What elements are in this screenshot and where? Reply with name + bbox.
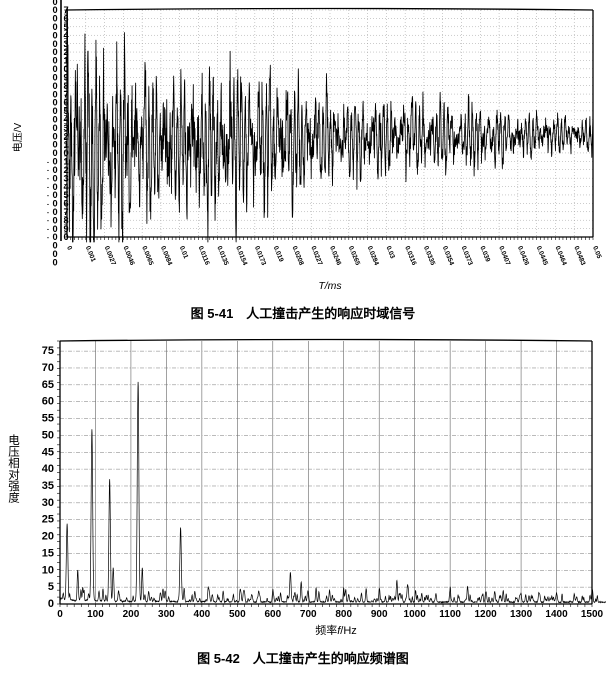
svg-text:300: 300: [158, 609, 175, 620]
svg-text:50: 50: [42, 429, 54, 441]
svg-text:1400: 1400: [545, 609, 568, 620]
svg-text:75: 75: [42, 345, 54, 357]
svg-text:40: 40: [42, 463, 54, 475]
svg-text:1100: 1100: [439, 609, 461, 620]
svg-text:0: 0: [57, 609, 63, 620]
svg-text:400: 400: [194, 609, 211, 620]
svg-text:30: 30: [42, 497, 54, 509]
svg-text:15: 15: [42, 547, 54, 559]
svg-text:45: 45: [42, 446, 54, 458]
svg-text:0: 0: [63, 232, 68, 242]
svg-text:500: 500: [229, 609, 246, 620]
svg-text:200: 200: [123, 609, 140, 620]
svg-text:600: 600: [264, 609, 281, 620]
svg-text:0: 0: [48, 598, 54, 610]
svg-text:1300: 1300: [510, 609, 533, 620]
svg-text:5: 5: [48, 581, 54, 593]
svg-text:900: 900: [371, 609, 388, 620]
svg-text:电: 电: [8, 434, 20, 447]
svg-text:1000: 1000: [404, 609, 427, 620]
svg-text:强: 强: [8, 481, 20, 493]
svg-text:度: 度: [8, 490, 20, 504]
svg-text:对: 对: [8, 467, 20, 481]
svg-text:电压/V: 电压/V: [11, 122, 24, 152]
svg-text:0: 0: [52, 257, 57, 267]
svg-text:1200: 1200: [474, 609, 497, 620]
svg-text:35: 35: [42, 480, 54, 492]
svg-text:压: 压: [8, 445, 20, 458]
svg-text:1500: 1500: [581, 609, 604, 620]
svg-text:100: 100: [87, 609, 104, 620]
svg-text:T/ms: T/ms: [318, 280, 342, 292]
svg-text:70: 70: [42, 362, 54, 374]
svg-text:频率f/Hz: 频率f/Hz: [315, 623, 357, 635]
svg-text:800: 800: [335, 609, 352, 620]
svg-text:65: 65: [42, 379, 54, 391]
svg-text:25: 25: [42, 514, 54, 526]
svg-text:20: 20: [42, 531, 54, 543]
svg-text:-: -: [47, 233, 50, 242]
svg-text:55: 55: [42, 413, 54, 425]
svg-text:700: 700: [300, 609, 317, 620]
svg-text:10: 10: [42, 564, 54, 576]
svg-text:60: 60: [42, 396, 54, 408]
svg-text:相: 相: [8, 457, 20, 470]
